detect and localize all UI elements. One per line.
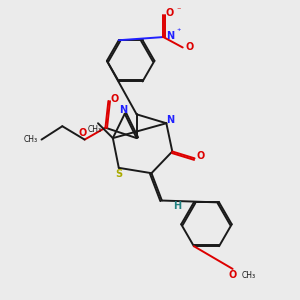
Text: ⁺: ⁺ bbox=[176, 27, 180, 36]
Text: S: S bbox=[115, 169, 122, 179]
Text: CH₃: CH₃ bbox=[23, 135, 37, 144]
Text: CH₃: CH₃ bbox=[88, 125, 102, 134]
Text: ⁻: ⁻ bbox=[176, 5, 180, 14]
Text: H: H bbox=[173, 202, 181, 212]
Text: O: O bbox=[79, 128, 87, 138]
Text: O: O bbox=[229, 270, 237, 280]
Text: CH₃: CH₃ bbox=[242, 271, 256, 280]
Text: N: N bbox=[119, 105, 127, 115]
Text: O: O bbox=[197, 151, 205, 161]
Text: N: N bbox=[166, 115, 174, 125]
Text: O: O bbox=[166, 8, 174, 18]
Text: O: O bbox=[185, 43, 194, 52]
Text: O: O bbox=[111, 94, 119, 104]
Text: N: N bbox=[166, 31, 174, 40]
